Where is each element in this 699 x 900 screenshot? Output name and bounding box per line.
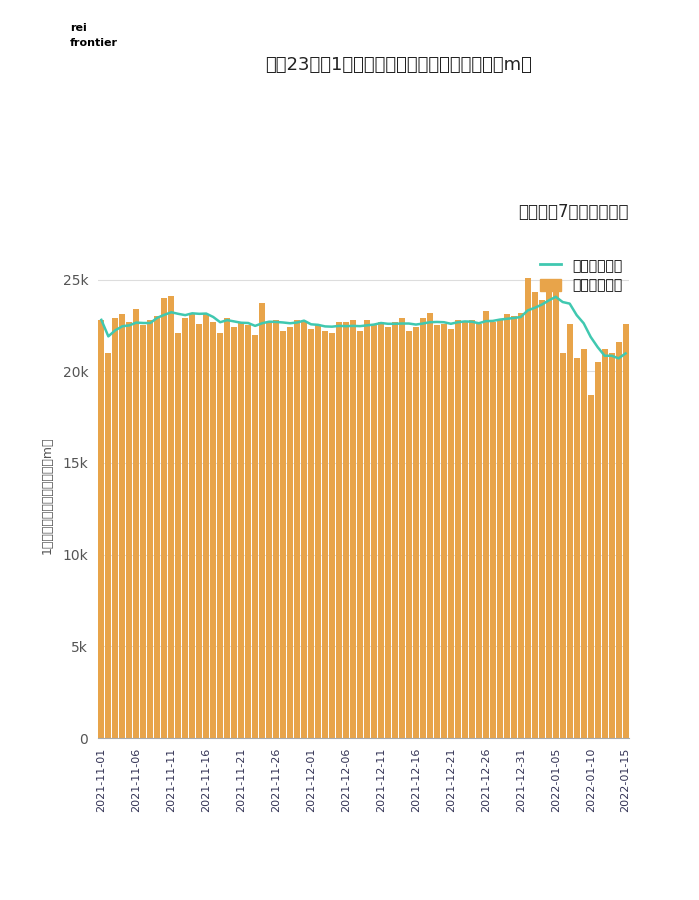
Bar <box>336 321 342 738</box>
Bar <box>147 320 153 738</box>
Bar <box>518 312 524 738</box>
Bar <box>154 316 160 738</box>
Bar <box>455 320 461 738</box>
Bar <box>441 323 447 738</box>
Bar <box>532 292 538 738</box>
Bar <box>399 318 405 738</box>
Bar <box>539 300 545 738</box>
Bar <box>413 328 419 738</box>
Bar <box>364 320 370 738</box>
Bar <box>371 326 377 738</box>
Bar <box>623 323 628 738</box>
Bar <box>210 321 216 738</box>
Bar <box>609 353 614 738</box>
Bar <box>168 296 174 738</box>
Bar <box>106 353 111 738</box>
Bar <box>511 316 517 738</box>
Bar <box>196 323 202 738</box>
Bar <box>127 321 132 738</box>
Bar <box>308 329 314 738</box>
Bar <box>427 312 433 738</box>
Bar <box>113 318 118 738</box>
Bar <box>462 321 468 738</box>
Bar <box>259 303 265 738</box>
Bar <box>504 314 510 738</box>
Text: 東京23区の1日あたりの電車の平均移動距離（m）: 東京23区の1日あたりの電車の平均移動距離（m） <box>265 56 532 74</box>
Bar <box>329 333 335 738</box>
Bar <box>322 331 328 738</box>
Bar <box>469 320 475 738</box>
Bar <box>120 314 125 738</box>
Bar <box>497 320 503 738</box>
Bar <box>434 326 440 738</box>
Bar <box>595 362 600 738</box>
Bar <box>483 310 489 738</box>
Bar <box>231 328 237 738</box>
Text: rei: rei <box>70 23 87 33</box>
Bar <box>525 278 531 738</box>
Bar <box>315 326 321 738</box>
Bar <box>280 331 286 738</box>
Text: frontier: frontier <box>70 38 118 48</box>
Bar <box>287 328 293 738</box>
Bar <box>357 331 363 738</box>
Bar <box>273 320 279 738</box>
Bar <box>581 349 586 738</box>
Bar <box>616 342 621 738</box>
Bar <box>350 320 356 738</box>
Legend: 平均移動距離, 平均移動距離: 平均移動距離, 平均移動距離 <box>540 259 622 292</box>
Bar <box>574 358 579 738</box>
Bar <box>224 318 230 738</box>
Bar <box>406 331 412 738</box>
Bar <box>602 349 607 738</box>
Bar <box>238 321 244 738</box>
Y-axis label: 1日あたりの平均移動距離（m）: 1日あたりの平均移動距離（m） <box>41 436 54 554</box>
Bar <box>217 333 223 738</box>
Bar <box>420 318 426 738</box>
Bar <box>546 291 552 738</box>
Bar <box>476 323 482 738</box>
Bar <box>203 314 209 738</box>
Bar <box>378 321 384 738</box>
Bar <box>189 312 195 738</box>
Bar <box>343 321 349 738</box>
Polygon shape <box>24 6 42 22</box>
Bar <box>567 323 572 738</box>
Bar <box>99 320 104 738</box>
Bar <box>490 321 496 738</box>
Bar <box>301 321 307 738</box>
Bar <box>553 289 559 738</box>
Bar <box>140 326 146 738</box>
Bar <box>392 321 398 738</box>
Bar <box>182 318 188 738</box>
Bar <box>134 309 139 738</box>
Bar <box>448 329 454 738</box>
Bar <box>385 328 391 738</box>
Text: ラインは7日間移動平均: ラインは7日間移動平均 <box>519 202 629 220</box>
Bar <box>245 326 251 738</box>
Bar <box>161 298 167 738</box>
Bar <box>175 333 181 738</box>
Bar <box>560 353 565 738</box>
Bar <box>294 320 300 738</box>
Bar <box>252 335 258 738</box>
Bar <box>266 321 272 738</box>
Bar <box>588 395 593 738</box>
